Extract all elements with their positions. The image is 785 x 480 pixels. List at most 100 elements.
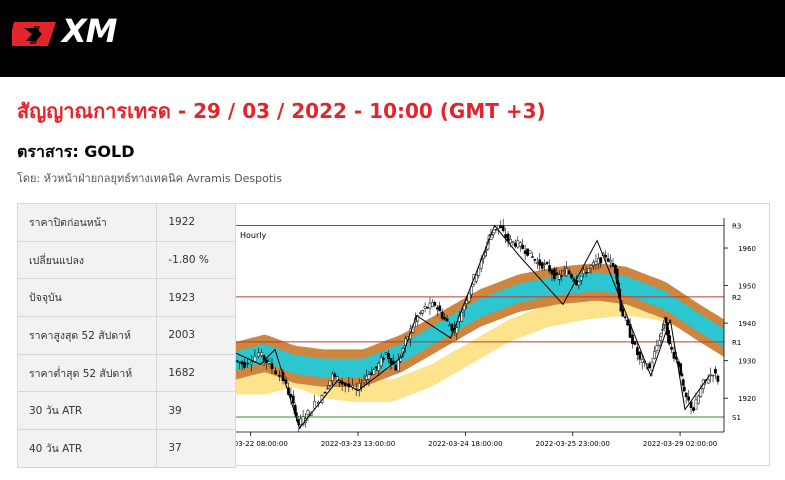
page-title: สัญญาณการเทรด - 29 / 03 / 2022 - 10:00 (… bbox=[17, 99, 546, 123]
candle-body bbox=[448, 324, 451, 327]
candle-body bbox=[623, 316, 627, 319]
level-label-r3: R3 bbox=[732, 223, 741, 231]
candle-body bbox=[421, 310, 425, 314]
candle-body bbox=[653, 351, 656, 359]
candle-body bbox=[240, 361, 244, 365]
candle-body bbox=[557, 274, 561, 280]
site-header: XM bbox=[0, 0, 785, 77]
candle-body bbox=[328, 380, 332, 386]
candle-body bbox=[499, 225, 503, 229]
table-row: เปลี่ยนแปลง -1.80 % bbox=[16, 240, 236, 280]
row-label: ราคาสูงสุด 52 สัปดาห์ bbox=[16, 316, 158, 355]
candle-body bbox=[599, 257, 603, 264]
candle-body bbox=[631, 334, 634, 345]
candle-body bbox=[604, 255, 608, 258]
xm-logo-text[interactable]: XM bbox=[62, 12, 118, 50]
band-outer bbox=[236, 263, 724, 387]
level-label-r1: R1 bbox=[732, 339, 741, 347]
candle-body bbox=[306, 410, 310, 416]
hourly-chart: R3 R2 R1 S1 1920 1930 1940 1950 1960 2022-03-22 0… bbox=[213, 203, 770, 466]
candle-body bbox=[550, 270, 554, 275]
candle-body bbox=[659, 332, 663, 337]
candle-body bbox=[265, 359, 268, 363]
candle-body bbox=[323, 392, 327, 394]
candle-body bbox=[523, 250, 527, 254]
candle-body bbox=[545, 262, 549, 265]
candle-body bbox=[716, 375, 720, 382]
candle-body bbox=[592, 261, 595, 266]
candle-body bbox=[379, 357, 383, 367]
candle-body bbox=[370, 372, 373, 375]
candle-body bbox=[684, 392, 688, 398]
candle-body bbox=[243, 362, 246, 368]
candle-body bbox=[589, 265, 593, 268]
candle-body bbox=[664, 317, 668, 323]
candle-body bbox=[445, 318, 449, 322]
candle-body bbox=[418, 312, 422, 314]
candle-body bbox=[296, 416, 299, 418]
candle-body bbox=[662, 325, 665, 329]
candle-body bbox=[609, 260, 612, 263]
candle-body bbox=[697, 395, 700, 404]
row-value: 1922 bbox=[156, 203, 236, 242]
candle-body bbox=[594, 260, 598, 265]
candle-body bbox=[565, 268, 568, 277]
level-label-s1: S1 bbox=[732, 414, 741, 422]
candle-body bbox=[492, 232, 495, 235]
candle-body bbox=[506, 233, 510, 242]
candle-body bbox=[440, 311, 444, 319]
candle-body bbox=[579, 275, 583, 281]
candle-body bbox=[562, 270, 566, 273]
candle-body bbox=[683, 386, 686, 392]
row-value: 1682 bbox=[156, 353, 236, 393]
candle-body bbox=[246, 362, 249, 365]
x-tick-label: 2022-03-23 13:00:00 bbox=[321, 440, 395, 448]
table-row: ราคาต่ำสุด 52 สัปดาห์ 1682 bbox=[16, 353, 236, 393]
x-tick-label: 2022-03-25 23:00:00 bbox=[536, 440, 610, 448]
candle-body bbox=[465, 300, 468, 304]
candle-body bbox=[433, 302, 437, 306]
candle-body bbox=[535, 262, 539, 265]
row-value: -1.80 % bbox=[156, 240, 236, 280]
candle-body bbox=[526, 248, 529, 256]
candle-body bbox=[680, 373, 684, 377]
candle-body bbox=[540, 262, 544, 269]
y-tick-label: 1950 bbox=[738, 283, 756, 291]
candle-body bbox=[389, 357, 393, 365]
candle-body bbox=[661, 329, 664, 331]
market-info-table: ราคาปิดก่อนหน้า 1922 เปลี่ยนแปลง -1.80 % ปัจ… bbox=[16, 203, 236, 468]
candle-body bbox=[249, 361, 253, 365]
author-byline: โดย: หัวหน้าฝ่ายกลยุทธ์ทางเทคนิค Avramis… bbox=[17, 172, 282, 185]
candle-body bbox=[257, 352, 260, 357]
candle-body bbox=[504, 234, 507, 238]
candle-body bbox=[587, 268, 590, 273]
candle-body bbox=[570, 274, 573, 279]
table-row: ราคาสูงสุด 52 สัปดาห์ 2003 bbox=[16, 316, 236, 355]
candle-body bbox=[555, 272, 559, 275]
candle-body bbox=[577, 281, 581, 286]
chart-svg: R3 R2 R1 S1 1920 1930 1940 1950 1960 2022-03-22 0… bbox=[213, 218, 756, 448]
candle-body bbox=[511, 241, 515, 243]
candle-body bbox=[362, 380, 366, 383]
row-value: 1923 bbox=[156, 278, 236, 318]
candle-body bbox=[423, 306, 427, 309]
y-tick-label: 1940 bbox=[738, 320, 756, 328]
level-label-r2: R2 bbox=[732, 294, 741, 302]
candle-body bbox=[681, 379, 685, 386]
candle-body bbox=[443, 317, 446, 320]
candle-body bbox=[387, 353, 390, 360]
candle-body bbox=[428, 302, 432, 309]
candle-body bbox=[426, 307, 429, 309]
candle-body bbox=[365, 375, 368, 380]
candle-body bbox=[596, 258, 600, 265]
candle-body bbox=[338, 381, 342, 384]
candle-body bbox=[692, 407, 695, 411]
x-tick-label: 2022-03-22 08:00:00 bbox=[236, 440, 288, 448]
xm-logo[interactable] bbox=[12, 14, 137, 54]
candle-body bbox=[543, 263, 547, 266]
candle-body bbox=[331, 373, 334, 381]
candle-body bbox=[582, 269, 586, 274]
candle-body bbox=[384, 352, 388, 355]
candle-body bbox=[470, 286, 473, 295]
candle-body bbox=[367, 374, 371, 380]
